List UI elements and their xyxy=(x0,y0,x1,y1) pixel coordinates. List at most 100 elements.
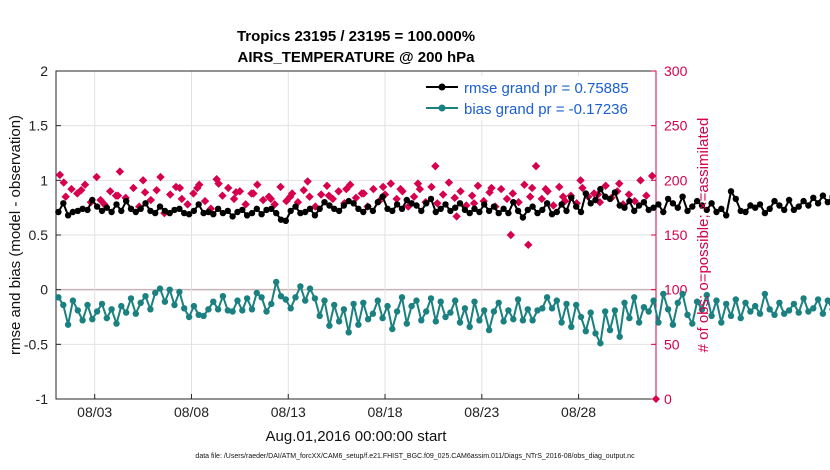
bias-point xyxy=(524,306,531,313)
obs-count-marker xyxy=(359,189,368,198)
obs-count-marker xyxy=(444,178,454,187)
obs-count-marker xyxy=(369,184,378,194)
rmse-point xyxy=(340,202,348,209)
bias-point xyxy=(79,317,86,324)
y-tick-label: 1 xyxy=(40,172,48,188)
bias-point xyxy=(645,308,652,315)
bias-point xyxy=(287,305,294,312)
rmse-point xyxy=(263,206,270,214)
bias-point xyxy=(669,321,677,328)
rmse-point xyxy=(142,200,149,207)
bias-point xyxy=(587,309,594,316)
rmse-point xyxy=(248,209,256,217)
bias-point xyxy=(166,286,173,293)
bias-point xyxy=(442,313,449,321)
rmse-point xyxy=(258,211,265,218)
rmse-point xyxy=(461,206,469,214)
obs-count-marker xyxy=(113,191,123,200)
rmse-point xyxy=(819,192,827,199)
bias-point xyxy=(742,299,749,306)
obs-count-marker xyxy=(514,198,523,207)
bias-point xyxy=(466,323,473,330)
rmse-point xyxy=(573,203,580,210)
bias-point xyxy=(664,306,672,313)
rmse-point xyxy=(660,208,667,216)
grid-layer xyxy=(56,71,656,399)
obs-count-marker xyxy=(386,179,396,188)
rmse-point xyxy=(635,202,643,209)
obs-count-marker xyxy=(351,193,361,203)
obs-count-marker xyxy=(76,185,86,195)
rmse-point xyxy=(558,201,565,208)
bias-point xyxy=(752,302,759,310)
bias-point xyxy=(718,319,725,326)
rmse-point xyxy=(737,207,744,215)
bias-point xyxy=(427,295,435,302)
obs-count-marker xyxy=(235,187,245,196)
rmse-point xyxy=(597,185,604,193)
bias-point xyxy=(713,297,720,304)
bias-point xyxy=(210,298,217,305)
bias-point xyxy=(785,307,793,314)
bias-point xyxy=(379,314,386,322)
bias-point xyxy=(152,289,159,297)
rmse-point xyxy=(752,204,759,211)
bias-point xyxy=(345,329,352,336)
bias-point xyxy=(326,322,333,329)
rmse-point xyxy=(161,207,169,215)
bias-point xyxy=(553,297,560,304)
bias-point xyxy=(606,326,614,334)
rmse-point xyxy=(664,195,672,203)
obs-count-marker xyxy=(322,181,332,190)
obs-count-marker xyxy=(624,190,634,199)
bias-point xyxy=(316,312,323,320)
rmse-point xyxy=(127,205,135,212)
rmse-point xyxy=(539,206,546,214)
bias-point xyxy=(331,301,338,309)
bias-point xyxy=(350,300,357,308)
bias-point xyxy=(185,313,193,321)
bias-point xyxy=(340,306,348,313)
rmse-point xyxy=(510,199,517,206)
bias-point xyxy=(418,317,425,324)
rmse-point xyxy=(495,209,502,217)
obs-count-marker xyxy=(189,189,198,198)
obs-count-marker xyxy=(59,178,68,187)
rmse-point xyxy=(689,203,696,210)
obs-count-marker xyxy=(231,188,241,197)
bias-point xyxy=(534,307,541,314)
obs-count-marker xyxy=(433,199,442,208)
rmse-point xyxy=(205,208,212,216)
obs-count-marker xyxy=(129,183,138,193)
rmse-point xyxy=(471,205,478,212)
obs-count-marker xyxy=(524,240,533,250)
rmse-point xyxy=(103,204,111,211)
obs-count-layer xyxy=(55,161,660,403)
rmse-point xyxy=(582,190,589,197)
bias-point xyxy=(60,301,67,309)
obs-count-marker xyxy=(560,196,570,206)
bias-point xyxy=(456,319,464,326)
rmse-series-line xyxy=(57,188,830,222)
bias-point xyxy=(292,294,299,301)
bias-point xyxy=(814,296,822,303)
rmse-point xyxy=(123,197,130,205)
rmse-point xyxy=(490,203,498,210)
obs-count-marker xyxy=(496,184,506,194)
obs-count-marker xyxy=(456,187,465,196)
bias-point xyxy=(118,302,125,310)
obs-count-marker xyxy=(299,185,308,195)
legend-bias-label: bias grand pr = -0.17236 xyxy=(464,101,628,118)
bias-point xyxy=(413,297,420,304)
rmse-point xyxy=(427,195,435,203)
chart-title-line1: Tropics 23195 / 23195 = 100.000% xyxy=(237,28,475,45)
bias-point xyxy=(592,330,599,337)
bias-point xyxy=(771,311,778,318)
obs-count-marker xyxy=(276,182,285,192)
obs-count-marker xyxy=(396,184,405,194)
bias-point xyxy=(277,293,285,300)
obs-count-marker xyxy=(578,183,587,193)
bias-point xyxy=(398,294,406,301)
obs-count-marker xyxy=(502,194,512,204)
bias-point xyxy=(239,307,246,314)
